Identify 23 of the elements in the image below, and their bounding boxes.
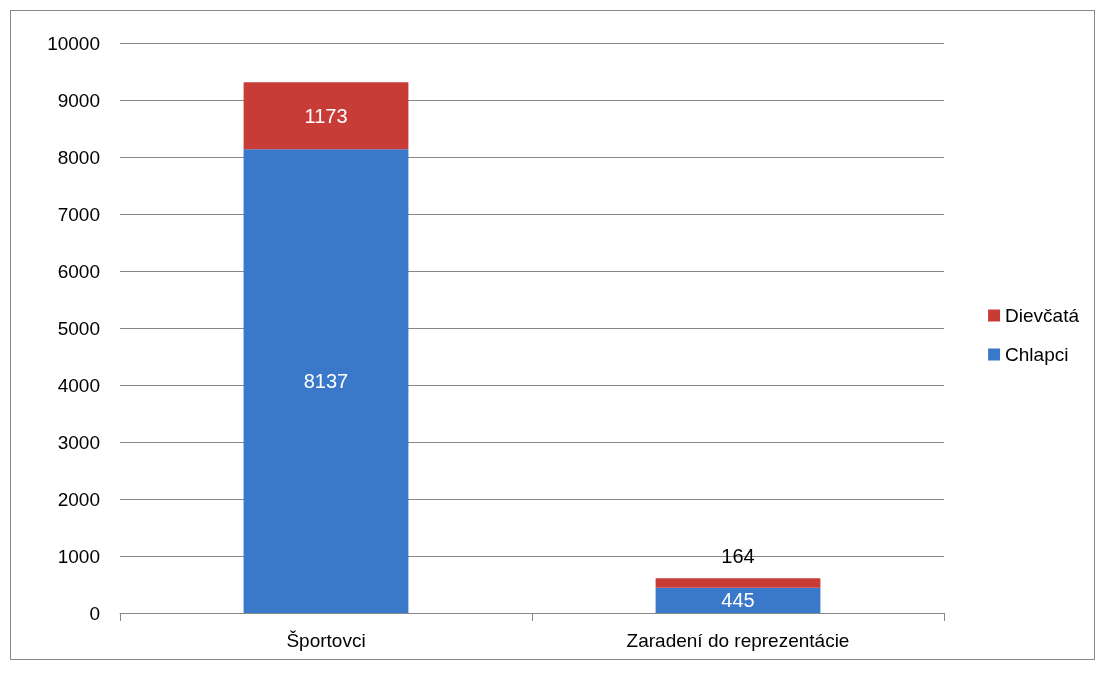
y-tick-label: 5000 <box>57 317 100 339</box>
data-label: 8137 <box>303 370 349 393</box>
y-tick-label: 10000 <box>47 32 100 54</box>
bar <box>655 587 821 613</box>
data-label: 1173 <box>304 104 348 127</box>
legend-label: Chlapci <box>1005 344 1069 365</box>
bar <box>243 82 409 150</box>
y-tick-label: 0 <box>89 602 100 624</box>
y-tick-label: 8000 <box>57 146 100 168</box>
legend-label: Dievčatá <box>1005 305 1080 326</box>
y-tick-label: 1000 <box>57 545 100 567</box>
y-tick-label: 2000 <box>57 488 100 510</box>
y-tick-label: 6000 <box>57 260 100 282</box>
x-tick-label: Zaradení do reprezentácie <box>626 630 850 651</box>
x-tick-label: Športovci <box>286 630 366 651</box>
data-label: 445 <box>721 589 755 612</box>
bar <box>655 578 821 588</box>
bar <box>243 149 409 613</box>
data-label: 164 <box>721 545 755 568</box>
y-tick-label: 4000 <box>57 374 100 396</box>
y-tick-label: 3000 <box>57 431 100 453</box>
y-tick-label: 7000 <box>57 203 100 225</box>
y-tick-label: 9000 <box>57 89 100 111</box>
